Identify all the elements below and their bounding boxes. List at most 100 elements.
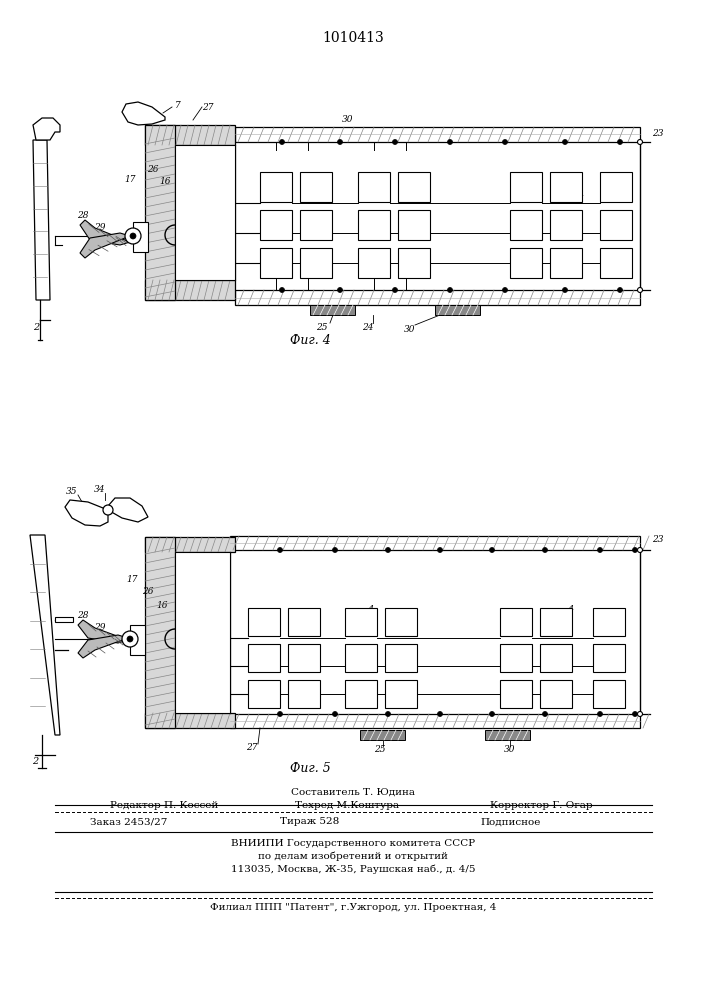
- Bar: [310, 305, 355, 315]
- Circle shape: [130, 233, 136, 239]
- Text: 113035, Москва, Ж-35, Раушская наб., д. 4/5: 113035, Москва, Ж-35, Раушская наб., д. …: [230, 864, 475, 874]
- Polygon shape: [33, 118, 60, 140]
- Bar: [248, 608, 280, 636]
- Circle shape: [489, 548, 494, 552]
- Circle shape: [103, 505, 113, 515]
- Circle shape: [337, 139, 342, 144]
- Text: Фиг. 4: Фиг. 4: [290, 334, 330, 347]
- Bar: [235, 127, 640, 142]
- Bar: [593, 644, 625, 672]
- Bar: [600, 172, 632, 202]
- Text: 2: 2: [32, 758, 38, 766]
- Bar: [550, 210, 582, 240]
- Text: 25: 25: [316, 322, 328, 332]
- Text: 27: 27: [202, 103, 214, 111]
- Text: 4: 4: [567, 605, 573, 614]
- Bar: [260, 172, 292, 202]
- Circle shape: [392, 288, 397, 292]
- Bar: [288, 608, 320, 636]
- Text: Филиал ППП "Патент", г.Ужгород, ул. Проектная, 4: Филиал ППП "Патент", г.Ужгород, ул. Прое…: [210, 904, 496, 912]
- Text: 28: 28: [77, 211, 89, 220]
- Polygon shape: [80, 233, 130, 258]
- Circle shape: [638, 548, 643, 552]
- Bar: [175, 552, 230, 713]
- Text: Фиг. 5: Фиг. 5: [290, 762, 330, 774]
- Bar: [345, 608, 377, 636]
- Bar: [300, 172, 332, 202]
- Circle shape: [489, 712, 494, 716]
- Bar: [235, 290, 640, 305]
- Circle shape: [385, 548, 390, 552]
- Bar: [260, 210, 292, 240]
- Bar: [230, 536, 640, 550]
- Bar: [485, 730, 530, 740]
- Bar: [510, 248, 542, 278]
- Bar: [300, 210, 332, 240]
- Circle shape: [633, 548, 638, 552]
- Polygon shape: [108, 498, 148, 522]
- Bar: [133, 222, 148, 252]
- Bar: [593, 680, 625, 708]
- Circle shape: [633, 712, 638, 716]
- Bar: [248, 680, 280, 708]
- Polygon shape: [65, 500, 108, 526]
- Circle shape: [638, 139, 643, 144]
- Text: 16: 16: [159, 178, 171, 186]
- Circle shape: [638, 288, 643, 292]
- Text: 4: 4: [577, 190, 583, 200]
- Circle shape: [503, 288, 508, 292]
- Text: 30: 30: [342, 115, 354, 124]
- Text: Составитель Т. Юдина: Составитель Т. Юдина: [291, 788, 415, 796]
- Polygon shape: [80, 220, 130, 245]
- Text: 16: 16: [156, 600, 168, 609]
- Circle shape: [542, 712, 547, 716]
- Circle shape: [125, 228, 141, 244]
- Circle shape: [597, 712, 602, 716]
- Circle shape: [438, 548, 443, 552]
- Circle shape: [392, 139, 397, 144]
- Circle shape: [503, 139, 508, 144]
- Circle shape: [617, 288, 622, 292]
- Text: Заказ 2453/27: Заказ 2453/27: [90, 818, 168, 826]
- Circle shape: [638, 712, 643, 716]
- Polygon shape: [30, 535, 60, 735]
- Text: 24: 24: [362, 322, 374, 332]
- Text: Подписное: Подписное: [480, 818, 540, 826]
- Bar: [300, 248, 332, 278]
- Bar: [260, 248, 292, 278]
- Bar: [398, 248, 430, 278]
- Bar: [500, 644, 532, 672]
- Text: ВНИИПИ Государственного комитета СССР: ВНИИПИ Государственного комитета СССР: [231, 838, 475, 848]
- Bar: [550, 172, 582, 202]
- Circle shape: [279, 288, 284, 292]
- Text: 29: 29: [94, 223, 106, 232]
- Bar: [145, 125, 175, 300]
- Bar: [385, 680, 417, 708]
- Bar: [55, 617, 73, 622]
- Text: 27: 27: [246, 744, 258, 752]
- Bar: [593, 608, 625, 636]
- Text: по делам изобретений и открытий: по делам изобретений и открытий: [258, 851, 448, 861]
- Text: 17: 17: [124, 176, 136, 184]
- Text: 1010413: 1010413: [322, 31, 384, 45]
- Text: 25: 25: [374, 746, 386, 754]
- Bar: [360, 730, 405, 740]
- Polygon shape: [122, 102, 165, 125]
- Bar: [398, 172, 430, 202]
- Circle shape: [563, 139, 568, 144]
- Bar: [288, 680, 320, 708]
- Circle shape: [278, 712, 283, 716]
- Text: 35: 35: [66, 488, 78, 496]
- Text: 26: 26: [142, 587, 153, 596]
- Text: 26: 26: [147, 165, 159, 174]
- Bar: [600, 248, 632, 278]
- Bar: [600, 210, 632, 240]
- Bar: [145, 537, 175, 728]
- Bar: [145, 713, 235, 728]
- Bar: [510, 210, 542, 240]
- Text: 30: 30: [404, 324, 416, 334]
- Circle shape: [332, 548, 337, 552]
- Circle shape: [332, 712, 337, 716]
- Bar: [540, 608, 572, 636]
- Bar: [550, 248, 582, 278]
